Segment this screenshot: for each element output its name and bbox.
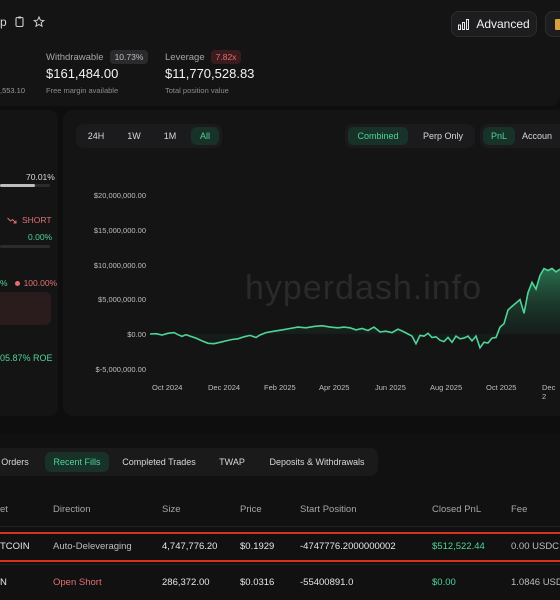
advanced-label: Advanced — [476, 17, 530, 31]
leverage-label-row: Leverage 7.82x — [165, 50, 242, 64]
y-tick-label: $20,000,000.00 — [93, 191, 146, 200]
withdrawable-badge: 10.73% — [109, 50, 149, 64]
pnl-line — [149, 267, 560, 350]
x-tick-label: Feb 2025 — [264, 383, 296, 392]
scope-combined[interactable]: Combined — [348, 127, 408, 145]
x-tick-label: Aug 2025 — [430, 383, 463, 392]
pct-prefix: % — [0, 278, 8, 288]
withdrawable-label: Withdrawable — [46, 51, 104, 63]
row-divider — [0, 564, 560, 565]
cell-start-position: -55400891.0 — [300, 577, 354, 588]
tab-orders[interactable]: Orders — [1, 457, 29, 467]
liquidation-box — [0, 292, 51, 325]
pct-top: 70.01% — [26, 172, 55, 182]
flag-button[interactable] — [545, 11, 560, 37]
chart-card — [63, 110, 560, 416]
cell-direction: Open Short — [53, 577, 102, 588]
tab-recent-fills[interactable]: Recent Fills — [45, 452, 109, 472]
cell-price: $0.1929 — [240, 541, 275, 552]
cell-start-position: -4747776.2000000002 — [300, 541, 396, 552]
x-tick-label: Dec 2024 — [208, 383, 241, 392]
y-tick-label: $15,000,000.00 — [93, 226, 146, 235]
col-asset: et — [0, 504, 8, 515]
star-icon[interactable] — [32, 16, 45, 28]
range-1w[interactable]: 1W — [127, 131, 141, 141]
x-tick-label: Apr 2025 — [319, 383, 350, 392]
positions-side-panel — [0, 110, 58, 416]
cell-asset: N — [0, 577, 7, 588]
range-24h[interactable]: 24H — [87, 131, 105, 141]
y-tick-label: $0.00 — [127, 330, 146, 339]
col-fee: Fee — [511, 504, 528, 515]
header-divider — [0, 526, 560, 527]
x-tick-label: Dec 2 — [542, 383, 556, 401]
y-tick-label: $10,000,000.00 — [93, 261, 146, 270]
pct-right: 100.00% — [23, 278, 58, 288]
cell-closed-pnl: $512,522.44 — [432, 541, 485, 552]
pnl-area — [150, 268, 560, 348]
progress-track-top — [0, 184, 50, 187]
range-1m[interactable]: 1M — [163, 131, 177, 141]
tab-completed-trades[interactable]: Completed Trades — [122, 457, 196, 467]
pnl-chart — [149, 267, 560, 350]
col-size: Size — [162, 504, 181, 515]
col-price: Price — [240, 504, 262, 515]
leverage-sub: Total position value — [165, 86, 229, 95]
leverage-label: Leverage — [165, 51, 205, 63]
col-closed-pnl: Closed PnL — [432, 504, 482, 515]
cell-size: 4,747,776.20 — [162, 541, 218, 552]
metric-account[interactable]: Accoun — [522, 131, 553, 141]
left-value-fragment: ,553.10 — [0, 86, 26, 95]
x-tick-label: Oct 2025 — [486, 383, 517, 392]
progress-track-mid — [0, 245, 50, 248]
highlighted-row-marker — [0, 532, 560, 562]
withdrawable-label-row: Withdrawable 10.73% — [46, 50, 149, 64]
col-direction: Direction — [53, 504, 91, 515]
cell-size: 286,372.00 — [162, 577, 210, 588]
leverage-value: $11,770,528.83 — [165, 66, 255, 81]
bar-chart-icon — [458, 18, 470, 30]
cell-closed-pnl: $0.00 — [432, 577, 456, 588]
title-fragment: p — [0, 15, 7, 29]
short-label: SHORT — [22, 215, 52, 225]
metric-pnl[interactable]: PnL — [483, 127, 515, 145]
flag-icon — [555, 19, 560, 30]
trend-down-icon — [7, 217, 17, 223]
pct-row: % 100.00% — [0, 278, 57, 288]
cell-price: $0.0316 — [240, 577, 275, 588]
range-all[interactable]: All — [191, 127, 219, 145]
red-dot-icon — [14, 280, 20, 286]
watermark: hyperdash.info — [245, 269, 483, 307]
pct-mid: 0.00% — [28, 232, 53, 242]
cell-fee: 0.00 USDC — [511, 541, 560, 552]
title-actions: p — [0, 15, 45, 29]
cell-asset: TCOIN — [0, 541, 30, 552]
copy-icon[interactable] — [15, 16, 25, 28]
tab-deposits-withdrawals[interactable]: Deposits & Withdrawals — [269, 457, 365, 467]
leverage-badge: 7.82x — [210, 50, 242, 64]
scope-perp-only[interactable]: Perp Only — [422, 131, 464, 141]
cell-fee: 1.0846 USDC — [511, 577, 560, 588]
y-tick-label: $5,000,000.00 — [98, 295, 146, 304]
x-tick-label: Oct 2024 — [152, 383, 183, 392]
col-start-position: Start Position — [300, 504, 357, 515]
x-tick-label: Jun 2025 — [375, 383, 406, 392]
withdrawable-value: $161,484.00 — [46, 66, 119, 81]
tab-twap[interactable]: TWAP — [219, 457, 245, 467]
cell-direction: Auto-Deleveraging — [53, 541, 132, 552]
y-tick-label: $-5,000,000.00 — [95, 365, 146, 374]
advanced-button[interactable]: Advanced — [451, 11, 537, 37]
roe-value: 05.87% ROE — [0, 353, 53, 363]
withdrawable-sub: Free margin available — [46, 86, 119, 95]
short-indicator: SHORT — [7, 215, 52, 225]
